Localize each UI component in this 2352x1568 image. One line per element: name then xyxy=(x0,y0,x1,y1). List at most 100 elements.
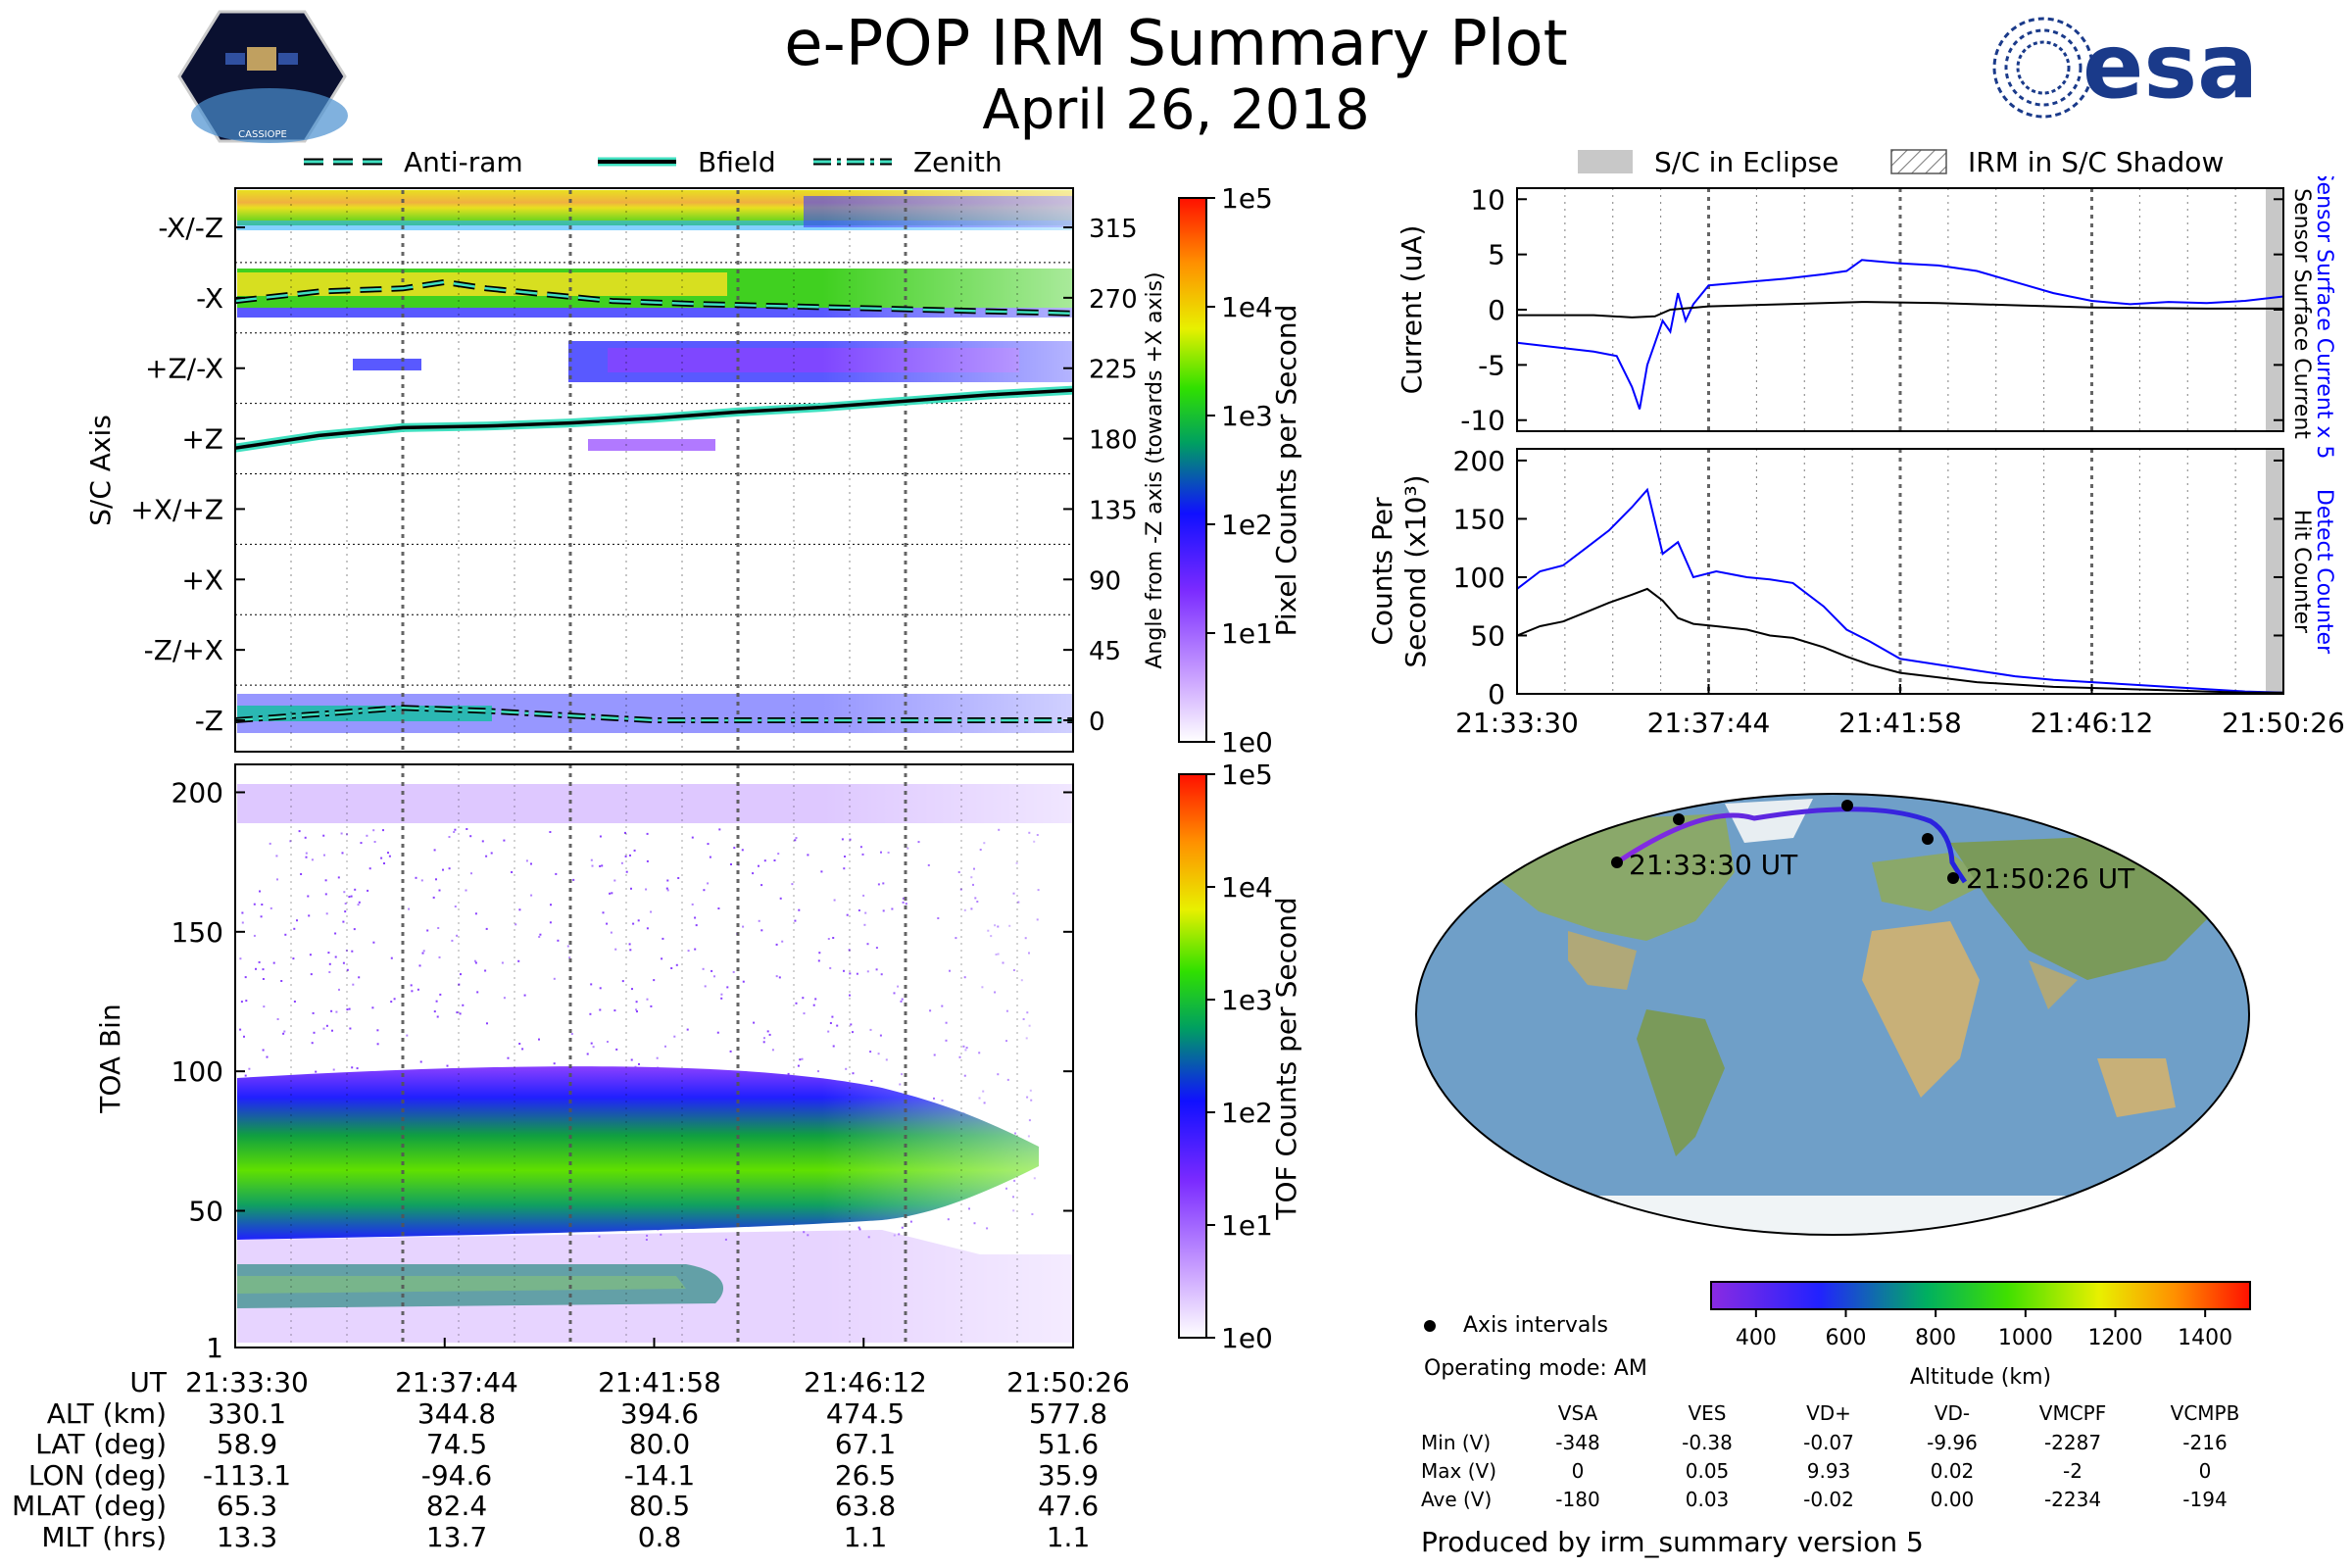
legend-shadow: IRM in S/C Shadow xyxy=(1968,146,2224,178)
toa-axis-label: TOA Bin xyxy=(94,1004,126,1113)
angle-tick: 180 xyxy=(1089,426,1138,456)
colorbar-tick: 1e1 xyxy=(1221,1209,1273,1242)
legend-bfield: Bfield xyxy=(698,146,776,178)
voltage-row-label: Max (V) xyxy=(1421,1459,1496,1483)
current-plot: 10 5 0 -5 -10 xyxy=(1460,183,2284,437)
toa-tick: 150 xyxy=(172,916,223,949)
line-plot-tick: -5 xyxy=(1478,349,1505,381)
axis-intervals-legend: Axis intervals xyxy=(1424,1313,1608,1338)
ephemeris-column: 21:37:44 344.8 74.5 -94.6 82.4 13.7 xyxy=(378,1367,535,1552)
ephemeris-cell: 74.5 xyxy=(425,1428,488,1460)
colorbar-tick: 1e4 xyxy=(1221,871,1273,904)
time-tick: 21:33:30 xyxy=(1455,707,1579,739)
voltage-cell: -2 xyxy=(2063,1459,2082,1483)
voltage-cell: -194 xyxy=(2182,1488,2228,1511)
colorbar-tick: 1e1 xyxy=(1221,617,1273,650)
ephemeris-cell: 474.5 xyxy=(825,1396,906,1430)
voltage-cell: -216 xyxy=(2182,1431,2228,1454)
voltage-header: VSA xyxy=(1557,1401,1598,1425)
sc-axis-label: S/C Axis xyxy=(84,415,117,526)
sc-axis-heatmap: -X/-Z -X +Z/-X +Z +X/+Z +X -Z/+X -Z 315 270 225 18… xyxy=(130,187,1138,753)
altitude-label: Altitude (km) xyxy=(1910,1365,2051,1390)
ephemeris-cell: 21:50:26 xyxy=(1006,1366,1130,1398)
voltage-header: VD+ xyxy=(1806,1401,1851,1425)
ephemeris-cell: -94.6 xyxy=(420,1458,493,1492)
ephemeris-row-label: MLT (hrs) xyxy=(41,1520,167,1553)
map-start-label: 21:33:30 UT xyxy=(1629,849,1798,881)
ephemeris-cell: 13.3 xyxy=(216,1520,278,1553)
angle-tick: 315 xyxy=(1089,215,1138,244)
ephemeris-cell: 67.1 xyxy=(834,1428,897,1460)
colorbar-tick: 1e0 xyxy=(1221,726,1273,759)
angle-tick: 45 xyxy=(1089,637,1121,666)
voltage-row-label: Min (V) xyxy=(1421,1431,1492,1454)
legend-zenith: Zenith xyxy=(913,146,1003,178)
colorbar-tick: 1e2 xyxy=(1221,509,1273,541)
voltage-cell: -348 xyxy=(1555,1431,1600,1454)
sc-axis-tick: +X/+Z xyxy=(130,493,223,525)
voltage-header: VD- xyxy=(1934,1401,1971,1425)
counts-right-label-2: Hit Counter xyxy=(2289,510,2314,634)
voltage-cell: 0.00 xyxy=(1930,1488,1975,1511)
colorbar-tick: 1e0 xyxy=(1221,1322,1273,1354)
counts-plot: 200 150 100 50 0 21:33:30 21:37:44 21:41:58 21:… xyxy=(1453,445,2345,739)
ephemeris-column: 21:46:12 474.5 67.1 26.5 63.8 1.1 xyxy=(787,1367,944,1552)
ephemeris-row-label: LON (deg) xyxy=(27,1458,167,1492)
cassiope-logo-text: CASSIOPE xyxy=(238,129,287,140)
time-tick: 21:41:58 xyxy=(1838,707,1962,739)
sc-axis-tick: +Z xyxy=(181,423,223,456)
esa-logo-text: esa xyxy=(2082,14,2258,119)
sc-axis-tick: -Z/+X xyxy=(144,634,223,666)
tof-colorbar xyxy=(1178,773,1207,1339)
toa-tick: 50 xyxy=(188,1196,223,1228)
counts-axis-label-1: Counts Per xyxy=(1366,497,1398,646)
ephemeris-cell: 26.5 xyxy=(834,1458,897,1492)
ephemeris-cell: 21:37:44 xyxy=(395,1366,518,1398)
altitude-tick: 400 xyxy=(1736,1326,1777,1350)
voltage-cell: 0.03 xyxy=(1685,1488,1730,1511)
sc-axis-tick: -X/-Z xyxy=(158,212,223,244)
line-plot-tick: 10 xyxy=(1470,183,1505,216)
angle-tick: 225 xyxy=(1089,356,1138,385)
voltage-cell: -0.07 xyxy=(1803,1431,1854,1454)
ephemeris-cell: 1.1 xyxy=(843,1520,888,1553)
colorbar-tick: 1e5 xyxy=(1221,759,1273,791)
voltage-cell: -2234 xyxy=(2043,1488,2102,1511)
ephemeris-cell: 21:33:30 xyxy=(185,1366,309,1398)
voltage-cell: 0.02 xyxy=(1930,1459,1975,1483)
line-plot-tick: 0 xyxy=(1488,678,1505,710)
line-plot-tick: 0 xyxy=(1488,294,1505,326)
voltage-row-label: Ave (V) xyxy=(1421,1488,1493,1511)
angle-axis-label: Angle from -Z axis (towards +X axis) xyxy=(1143,271,1167,668)
voltage-header: VCMPB xyxy=(2170,1401,2240,1425)
angle-tick: 90 xyxy=(1089,566,1121,596)
left-panels: -X/-Z -X +Z/-X +Z +X/+Z +X -Z/+X -Z 315 270 225 18… xyxy=(84,182,1302,1364)
ephemeris-cell: 0.8 xyxy=(637,1520,682,1553)
esa-logo: esa xyxy=(1992,14,2258,119)
legend-anti-ram: Anti-ram xyxy=(404,146,523,178)
line-plot-tick: 5 xyxy=(1488,239,1505,271)
orbit-map: 21:33:30 UT 21:50:26 UT xyxy=(1415,793,2250,1236)
colorbar-tick: 1e3 xyxy=(1221,400,1273,432)
map-end-label: 21:50:26 UT xyxy=(1966,862,2135,895)
ephemeris-cell: 80.0 xyxy=(628,1428,691,1460)
voltage-header: VES xyxy=(1688,1401,1727,1425)
line-plot-tick: -10 xyxy=(1460,405,1505,437)
voltage-cell: -0.38 xyxy=(1682,1431,1733,1454)
angle-tick: 135 xyxy=(1089,496,1138,525)
ephemeris-cell: 58.9 xyxy=(216,1428,278,1460)
sc-axis-tick: -X xyxy=(196,282,223,315)
line-plot-tick: 50 xyxy=(1470,619,1505,652)
voltage-table: VSA VES VD+ VD- VMCPF VCMPB Min (V) -348 -0.38 -0… xyxy=(1421,1401,2283,1529)
ephemeris-row-label: LAT (deg) xyxy=(35,1428,167,1460)
sc-axis-tick: +Z/-X xyxy=(145,353,223,385)
ephemeris-cell: 82.4 xyxy=(425,1490,488,1522)
ephemeris-cell: 63.8 xyxy=(834,1490,897,1522)
voltage-cell: 0 xyxy=(2198,1459,2212,1483)
current-right-label-2: Sensor Surface Current xyxy=(2289,188,2314,439)
counts-axis-label-2: Second (x10³) xyxy=(1399,474,1432,667)
colorbar-tick: 1e3 xyxy=(1221,984,1273,1016)
voltage-cell: -9.96 xyxy=(1927,1431,1978,1454)
voltage-cell: 9.93 xyxy=(1806,1459,1851,1483)
